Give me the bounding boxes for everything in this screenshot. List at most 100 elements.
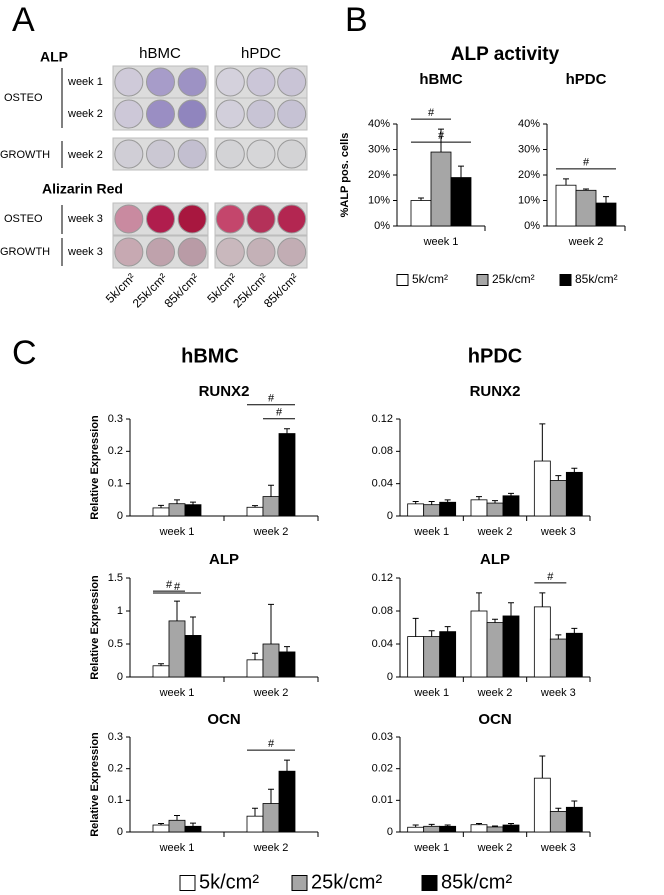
bar: [430, 151, 452, 227]
legend-label: 25k/cm²: [492, 272, 535, 286]
y-tick-label: 0: [117, 510, 123, 522]
error-bar: [492, 825, 498, 827]
error-bar: [252, 807, 258, 817]
x-tick-label: week 2: [253, 526, 289, 538]
bar: [278, 433, 296, 517]
y-tick-label: 0: [117, 826, 123, 838]
error-bar: [252, 505, 258, 508]
bar: [470, 499, 488, 517]
well: [177, 67, 207, 97]
error-bar: [158, 504, 164, 508]
error-bar: [603, 196, 609, 204]
bar: [565, 806, 583, 833]
bar: [278, 651, 296, 678]
bar: [246, 506, 264, 517]
chart-title: OCN: [207, 711, 240, 728]
panel-label: A: [12, 1, 35, 39]
error-bar: [508, 492, 514, 496]
bar: [152, 507, 170, 517]
bar: [423, 825, 441, 833]
y-tick-label: 0.04: [372, 638, 393, 650]
chart-title: OCN: [478, 711, 511, 728]
bar: [549, 638, 567, 678]
bar: [152, 665, 170, 678]
y-tick-label: 0%: [524, 220, 540, 232]
x-tick-label: week 1: [423, 236, 459, 248]
bar: [486, 826, 504, 833]
bar: [595, 202, 617, 227]
x-tick-label: week 3: [540, 687, 576, 699]
error-bar: [571, 800, 578, 808]
x-tick-label: week 1: [413, 842, 449, 854]
bar: [502, 615, 520, 678]
bar: [549, 480, 567, 517]
bar: [470, 610, 488, 678]
legend-label: 5k/cm²: [199, 871, 259, 893]
chart-title: hPDC: [566, 71, 607, 88]
significance-label: #: [583, 157, 590, 169]
error-bar: [412, 617, 419, 637]
stain-title: ALP: [40, 49, 68, 65]
chart-title: RUNX2: [199, 383, 250, 400]
bar: [470, 824, 488, 833]
bar: [486, 622, 504, 678]
well: [146, 204, 175, 234]
well: [114, 99, 144, 129]
cell-type: hPDC: [241, 45, 281, 62]
well: [277, 237, 307, 267]
well: [246, 67, 276, 97]
bar: [486, 502, 504, 517]
y-axis-label: Relative Expression: [89, 575, 101, 680]
error-bar: [555, 475, 562, 481]
column-header: hBMC: [181, 345, 239, 367]
density-label: 85k/cm²: [261, 270, 301, 310]
x-tick-label: week 2: [477, 687, 513, 699]
y-tick-label: 40%: [368, 118, 390, 130]
y-tick-label: 20%: [368, 169, 390, 181]
bar: [549, 811, 567, 833]
well: [215, 99, 245, 129]
significance-label: #: [428, 107, 435, 119]
y-tick-label: 10%: [368, 194, 390, 206]
y-tick-label: 0.3: [108, 413, 123, 425]
y-tick-label: 0: [387, 826, 393, 838]
x-tick-label: week 2: [253, 687, 289, 699]
panel-label: C: [12, 334, 37, 372]
bar: [423, 636, 441, 678]
bar: [184, 635, 202, 678]
y-tick-label: 0.08: [372, 605, 393, 617]
week-label: week 3: [67, 213, 103, 225]
x-tick-label: week 2: [477, 842, 513, 854]
well: [177, 99, 207, 129]
well: [246, 237, 276, 267]
bar: [407, 636, 425, 678]
bar: [423, 504, 441, 517]
legend-swatch: [291, 875, 308, 891]
error-bar: [508, 602, 514, 616]
well: [146, 237, 175, 267]
well: [146, 67, 175, 97]
y-axis-label: Relative Expression: [89, 415, 101, 520]
error-bar: [539, 592, 546, 607]
well: [146, 99, 175, 129]
well: [277, 67, 307, 97]
panel-label: B: [345, 1, 368, 39]
error-bar: [492, 500, 498, 504]
cell-type: hBMC: [139, 45, 181, 62]
significance-label: #: [166, 579, 173, 591]
y-tick-label: 0: [387, 510, 393, 522]
bar: [565, 471, 583, 517]
y-tick-label: 0.12: [372, 572, 393, 584]
bar: [278, 770, 296, 833]
error-bar: [418, 197, 424, 201]
significance-label: #: [438, 130, 445, 142]
y-tick-label: 0.2: [108, 445, 123, 457]
error-bar: [492, 618, 498, 623]
density-label: 85k/cm²: [161, 270, 201, 310]
error-bar: [438, 128, 444, 153]
error-bar: [555, 807, 562, 812]
error-bar: [539, 755, 546, 779]
chart-title: hBMC: [419, 71, 462, 88]
panel-title: ALP activity: [451, 44, 560, 65]
bar: [533, 460, 551, 517]
